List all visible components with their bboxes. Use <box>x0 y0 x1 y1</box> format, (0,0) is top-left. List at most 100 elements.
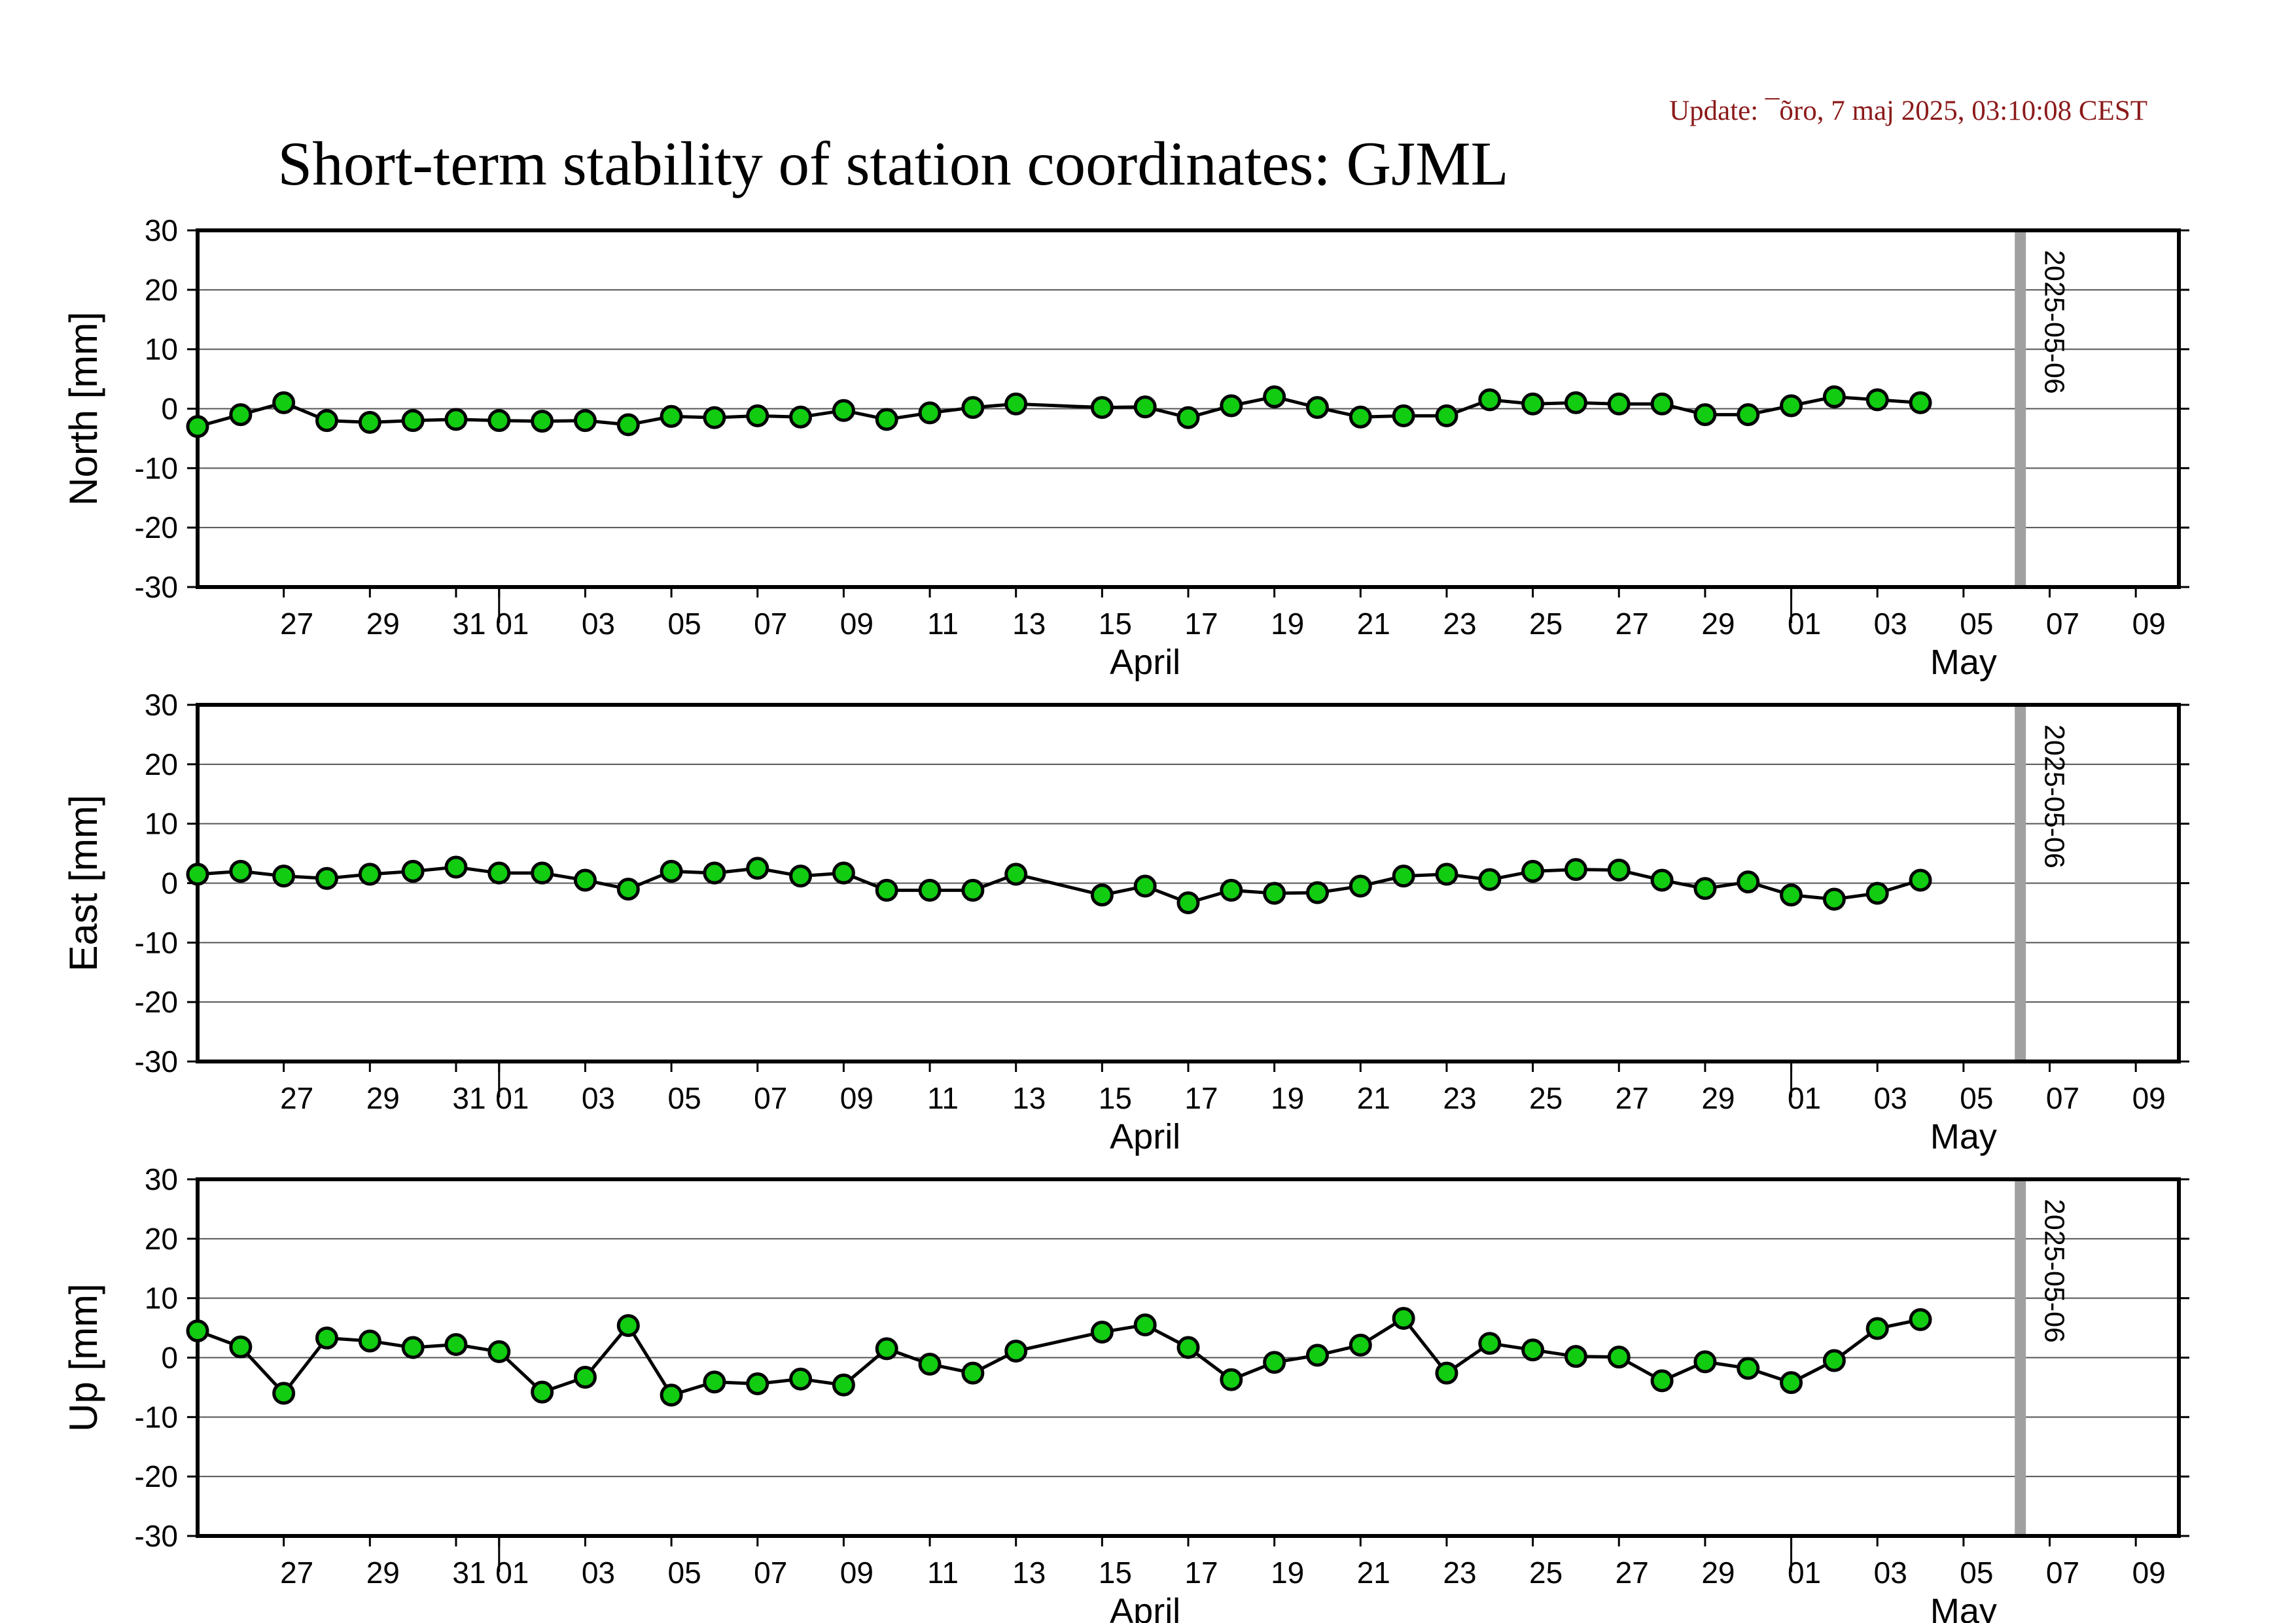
data-point <box>1263 385 1286 408</box>
x-tick-label: 23 <box>1443 1081 1476 1115</box>
x-tick-label: 09 <box>840 1556 874 1590</box>
data-point <box>746 1372 769 1395</box>
data-point <box>789 865 813 888</box>
month-label: April <box>1110 1592 1180 1623</box>
data-point <box>660 859 683 883</box>
data-point <box>315 409 338 433</box>
data-point <box>1349 1333 1372 1357</box>
x-tick-label: 17 <box>1184 607 1218 641</box>
data-point <box>1737 870 1760 894</box>
data-point <box>487 861 511 885</box>
data-point <box>1909 868 1932 892</box>
y-tick-label: 0 <box>161 866 178 901</box>
x-tick-label: 27 <box>280 1081 313 1115</box>
x-tick-label: 03 <box>1874 607 1907 641</box>
data-point <box>1176 406 1200 429</box>
y-tick-label: -20 <box>135 1459 178 1493</box>
y-tick-label: -20 <box>135 510 178 544</box>
panel-2: 2025-05-06 30 20 10 0 -10 -20 -30 East [mm] 27 29 3… <box>62 688 2189 1156</box>
x-tick-label: 31 <box>452 1556 486 1590</box>
data-point <box>961 1361 985 1385</box>
y-tick-label: -10 <box>135 451 178 485</box>
date-marker-label: 2025-05-06 <box>2039 1199 2070 1343</box>
data-point <box>1737 1357 1760 1380</box>
x-tick-label: 03 <box>582 1081 615 1115</box>
data-point <box>229 1335 253 1359</box>
data-point <box>531 1380 554 1404</box>
y-tick-label: 20 <box>145 747 178 781</box>
data-point <box>660 1383 683 1407</box>
x-tick-label: 19 <box>1271 1556 1304 1590</box>
x-tick-label: 27 <box>1616 607 1649 641</box>
x-tick-label: 07 <box>754 607 787 641</box>
x-tick-label: 11 <box>927 607 959 641</box>
y-tick-label: -20 <box>135 985 178 1019</box>
x-tick-label: 03 <box>1874 1556 1907 1590</box>
x-tick-label: 09 <box>840 607 874 641</box>
data-point <box>1133 1313 1157 1337</box>
y-tick-label: 10 <box>145 807 178 841</box>
data-point <box>272 1382 296 1405</box>
data-point <box>1392 1307 1415 1330</box>
x-tick-label: 29 <box>1701 1556 1735 1590</box>
x-tick-label: 31 <box>452 607 486 641</box>
data-point <box>918 401 942 425</box>
data-point <box>1607 392 1631 416</box>
data-point <box>1693 877 1717 901</box>
x-tick-label: 27 <box>280 1556 313 1590</box>
x-tick-label: 11 <box>927 1556 959 1590</box>
data-point <box>401 1336 425 1359</box>
data-point <box>1133 874 1157 898</box>
data-point <box>358 863 381 886</box>
y-tick-label: 10 <box>145 1281 178 1315</box>
data-point <box>660 404 683 428</box>
data-point <box>1865 1317 1889 1340</box>
month-label: April <box>1110 1117 1180 1156</box>
x-tick-label: 29 <box>366 1556 400 1590</box>
x-tick-label: 15 <box>1099 1081 1132 1115</box>
x-tick-label: 01 <box>1788 607 1821 641</box>
update-timestamp: Update: ¯õro, 7 maj 2025, 03:10:08 CEST <box>1669 96 2147 126</box>
data-point <box>1780 1371 1803 1395</box>
data-point <box>1090 1320 1114 1344</box>
data-point <box>832 1373 855 1397</box>
data-point <box>875 1337 898 1361</box>
data-point <box>616 413 640 437</box>
x-tick-label: 01 <box>1788 1556 1821 1590</box>
data-point <box>1822 1349 1846 1372</box>
x-tick-label: 01 <box>495 1556 529 1590</box>
data-point <box>1090 883 1114 907</box>
date-marker-label: 2025-05-06 <box>2039 250 2070 394</box>
month-label: May <box>1930 1592 1997 1623</box>
x-tick-label: 05 <box>1960 607 1993 641</box>
data-point <box>1392 865 1415 888</box>
data-point <box>875 408 898 431</box>
x-tick-label: 29 <box>366 607 400 641</box>
data-point <box>616 1313 640 1337</box>
month-label: May <box>1930 643 1997 682</box>
x-tick-label: 19 <box>1271 607 1304 641</box>
y-tick-label: 0 <box>161 1341 178 1375</box>
data-point <box>1822 887 1846 911</box>
data-point <box>1349 874 1372 898</box>
data-point <box>1521 392 1545 416</box>
data-point <box>1133 395 1157 419</box>
y-axis-label: North [mm] <box>62 312 105 506</box>
data-point <box>918 878 942 902</box>
x-tick-label: 27 <box>1616 1556 1649 1590</box>
data-point <box>1305 881 1329 904</box>
data-point <box>1865 882 1889 905</box>
data-point <box>746 857 769 880</box>
data-point <box>789 1367 813 1391</box>
x-tick-label: 01 <box>495 1081 529 1115</box>
data-point <box>358 1329 381 1353</box>
data-point <box>1607 859 1631 882</box>
x-tick-label: 29 <box>1701 1081 1735 1115</box>
data-point <box>746 404 769 427</box>
data-point <box>444 1333 468 1357</box>
x-tick-label: 07 <box>2046 607 2079 641</box>
x-tick-label: 15 <box>1099 1556 1132 1590</box>
data-point <box>875 878 898 902</box>
x-tick-label: 13 <box>1012 1081 1046 1115</box>
month-label: May <box>1930 1117 1997 1156</box>
